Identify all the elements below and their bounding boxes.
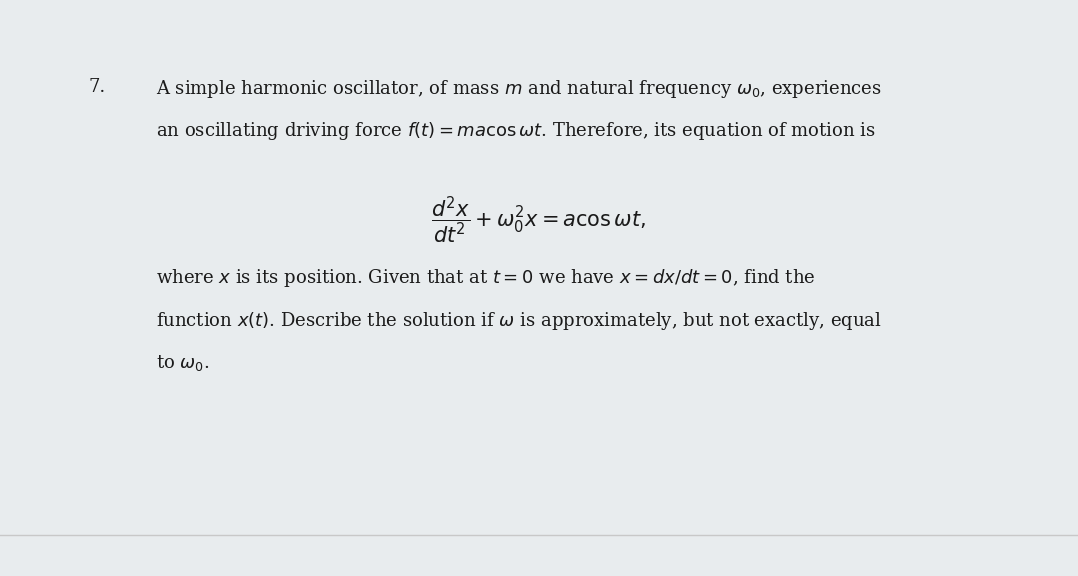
Text: 7.: 7. — [88, 78, 106, 96]
Text: where $x$ is its position. Given that at $t = 0$ we have $x = dx/dt = 0$, find t: where $x$ is its position. Given that at… — [156, 267, 816, 289]
Text: $\dfrac{d^2x}{dt^2} + \omega_0^2 x = a\cos\omega t,$: $\dfrac{d^2x}{dt^2} + \omega_0^2 x = a\c… — [431, 195, 647, 247]
Text: A simple harmonic oscillator, of mass $m$ and natural frequency $\omega_0$, expe: A simple harmonic oscillator, of mass $m… — [156, 78, 882, 100]
Text: to $\omega_0$.: to $\omega_0$. — [156, 353, 210, 373]
Text: function $x(t)$. Describe the solution if $\omega$ is approximately, but not exa: function $x(t)$. Describe the solution i… — [156, 310, 882, 332]
Text: an oscillating driving force $f(t) = ma\cos\omega t$. Therefore, its equation of: an oscillating driving force $f(t) = ma\… — [156, 120, 876, 142]
